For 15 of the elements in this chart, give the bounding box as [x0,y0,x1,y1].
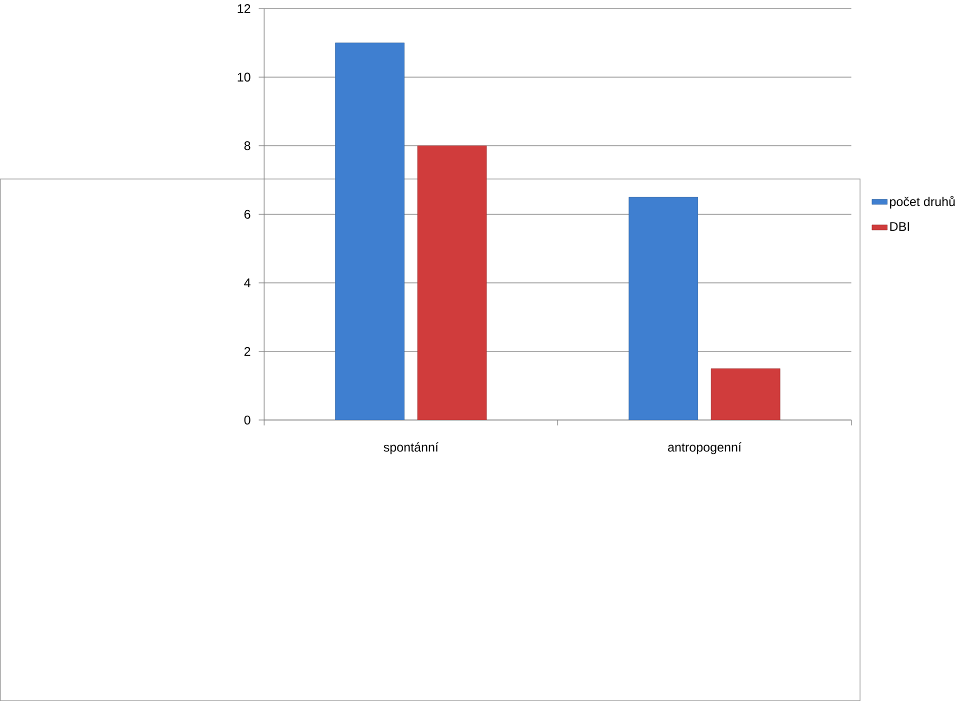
bar [710,368,780,420]
bar [628,196,698,420]
legend-label: počet druhů [890,196,955,209]
y-tick-label: 0 [244,416,250,424]
y-tick-label: 4 [244,278,250,288]
y-tick-label: 12 [238,4,250,13]
legend-label: DBI [890,222,910,231]
y-tick-label: 8 [244,141,250,150]
y-tick-label: 10 [238,72,250,82]
bar [335,42,405,420]
y-tick-label: 6 [244,210,250,219]
bar [417,145,487,420]
y-tick-label: 2 [244,347,250,356]
x-tick-label: antropogenní [668,442,742,454]
x-tick-label: spontánní [384,442,438,454]
